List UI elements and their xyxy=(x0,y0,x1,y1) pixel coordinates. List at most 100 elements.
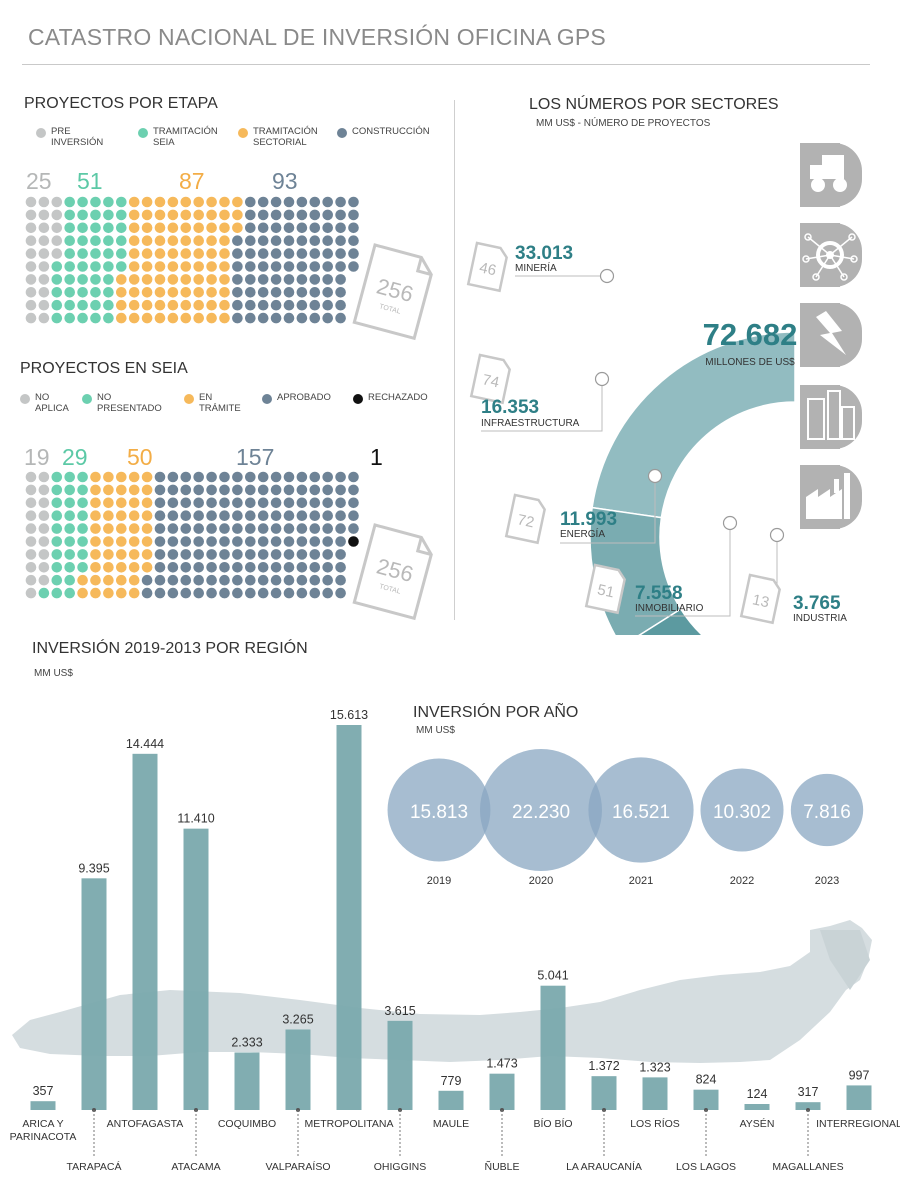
waffle-dot xyxy=(167,248,179,259)
region-label: LA ARAUCANÍA xyxy=(566,1160,642,1173)
leader-line xyxy=(635,523,731,617)
waffle-dot xyxy=(270,497,282,509)
waffle-dot xyxy=(270,549,282,560)
waffle-dot xyxy=(154,196,166,208)
bubble-value-label: 10.302 xyxy=(713,802,771,823)
bubble-value-label: 16.521 xyxy=(612,802,670,823)
waffle-dot xyxy=(154,549,166,560)
total-investment-value: 72.682 xyxy=(703,317,798,352)
waffle-dot xyxy=(309,574,321,586)
waffle-dot xyxy=(283,574,295,586)
waffle-dot xyxy=(309,209,321,221)
waffle-dot xyxy=(270,523,282,534)
waffle-dot xyxy=(116,312,127,324)
waffle-dot xyxy=(25,536,37,547)
count-label: 93 xyxy=(272,168,298,194)
waffle-dot xyxy=(167,497,179,509)
waffle-dot xyxy=(154,299,166,311)
project-count: 13 xyxy=(751,591,771,611)
waffle-dot xyxy=(180,312,192,324)
waffle-dot xyxy=(193,587,204,599)
waffle-dot xyxy=(51,471,63,483)
waffle-dot xyxy=(335,209,346,221)
waffle-dot xyxy=(322,574,334,586)
waffle-dot xyxy=(335,274,346,285)
waffle-dot xyxy=(167,261,179,272)
waffle-dot xyxy=(25,510,37,521)
region-bar xyxy=(438,1090,464,1110)
sector-name: INFRAESTRUCTURA xyxy=(481,418,580,429)
waffle-dot xyxy=(219,299,230,311)
waffle-dot xyxy=(64,549,75,560)
waffle-dot xyxy=(232,261,243,272)
waffle-dot xyxy=(51,248,63,259)
waffle-dot xyxy=(77,196,88,208)
bar-value-label: 3.615 xyxy=(384,1004,415,1018)
waffle-dot xyxy=(154,497,166,509)
waffle-dot xyxy=(309,312,321,324)
waffle-dot xyxy=(116,471,127,483)
waffle-dot xyxy=(90,510,101,521)
waffle-dot xyxy=(296,471,308,483)
waffle-dot xyxy=(296,574,308,586)
waffle-dot xyxy=(270,248,282,259)
bubble-value-label: 7.816 xyxy=(803,802,851,823)
waffle-dot xyxy=(322,484,334,496)
waffle-dot xyxy=(296,549,308,560)
waffle-dot xyxy=(128,587,140,599)
waffle-dot xyxy=(219,574,230,586)
waffle-dot xyxy=(128,510,140,521)
waffle-dot xyxy=(25,287,37,298)
legend-item: EN TRÁMITE xyxy=(184,392,241,414)
waffle-dot xyxy=(219,510,230,521)
waffle-dot xyxy=(180,510,192,521)
count-label: 25 xyxy=(26,168,52,194)
waffle-dot xyxy=(141,510,153,521)
sector-value: 11.993 xyxy=(560,509,617,530)
waffle-dot xyxy=(193,562,204,573)
leader-line xyxy=(560,476,656,544)
waffle-dot xyxy=(206,196,217,208)
waffle-dot xyxy=(348,235,359,246)
bar-value-label: 11.410 xyxy=(177,812,214,826)
waffle-dot xyxy=(77,536,88,547)
waffle-dot xyxy=(116,261,127,272)
waffle-dot xyxy=(322,536,334,547)
waffle-dot xyxy=(116,235,127,246)
waffle-dot xyxy=(296,209,308,221)
waffle-dot xyxy=(167,274,179,285)
waffle-dot xyxy=(309,287,321,298)
region-bar xyxy=(795,1102,821,1110)
waffle-dot xyxy=(283,549,295,560)
project-count-doc-icon: 46 xyxy=(466,241,508,293)
waffle-dot xyxy=(245,209,256,221)
project-count: 46 xyxy=(478,259,498,279)
waffle-dot xyxy=(206,471,217,483)
waffle-dot xyxy=(309,587,321,599)
waffle-dot xyxy=(257,497,269,509)
waffle-dot xyxy=(128,536,140,547)
count-label: 50 xyxy=(127,444,153,470)
waffle-dot xyxy=(116,209,127,221)
waffle-dot xyxy=(296,587,308,599)
waffle-dot xyxy=(103,536,114,547)
waffle-dot xyxy=(77,574,88,586)
waffle-dot xyxy=(335,287,346,298)
waffle-dot xyxy=(296,523,308,534)
waffle-dot xyxy=(309,562,321,573)
waffle-dot xyxy=(116,536,127,547)
waffle-dot xyxy=(25,209,37,221)
anio-title: INVERSIÓN POR AÑO xyxy=(413,704,579,721)
waffle-dot xyxy=(283,235,295,246)
waffle-dot xyxy=(103,196,114,208)
waffle-dot xyxy=(167,562,179,573)
waffle-dot xyxy=(167,510,179,521)
project-count: 51 xyxy=(596,581,616,601)
waffle-dot xyxy=(296,562,308,573)
waffle-dot xyxy=(180,274,192,285)
waffle-dot xyxy=(38,471,50,483)
sector-value: 3.765 xyxy=(793,593,841,614)
waffle-dot xyxy=(128,261,140,272)
